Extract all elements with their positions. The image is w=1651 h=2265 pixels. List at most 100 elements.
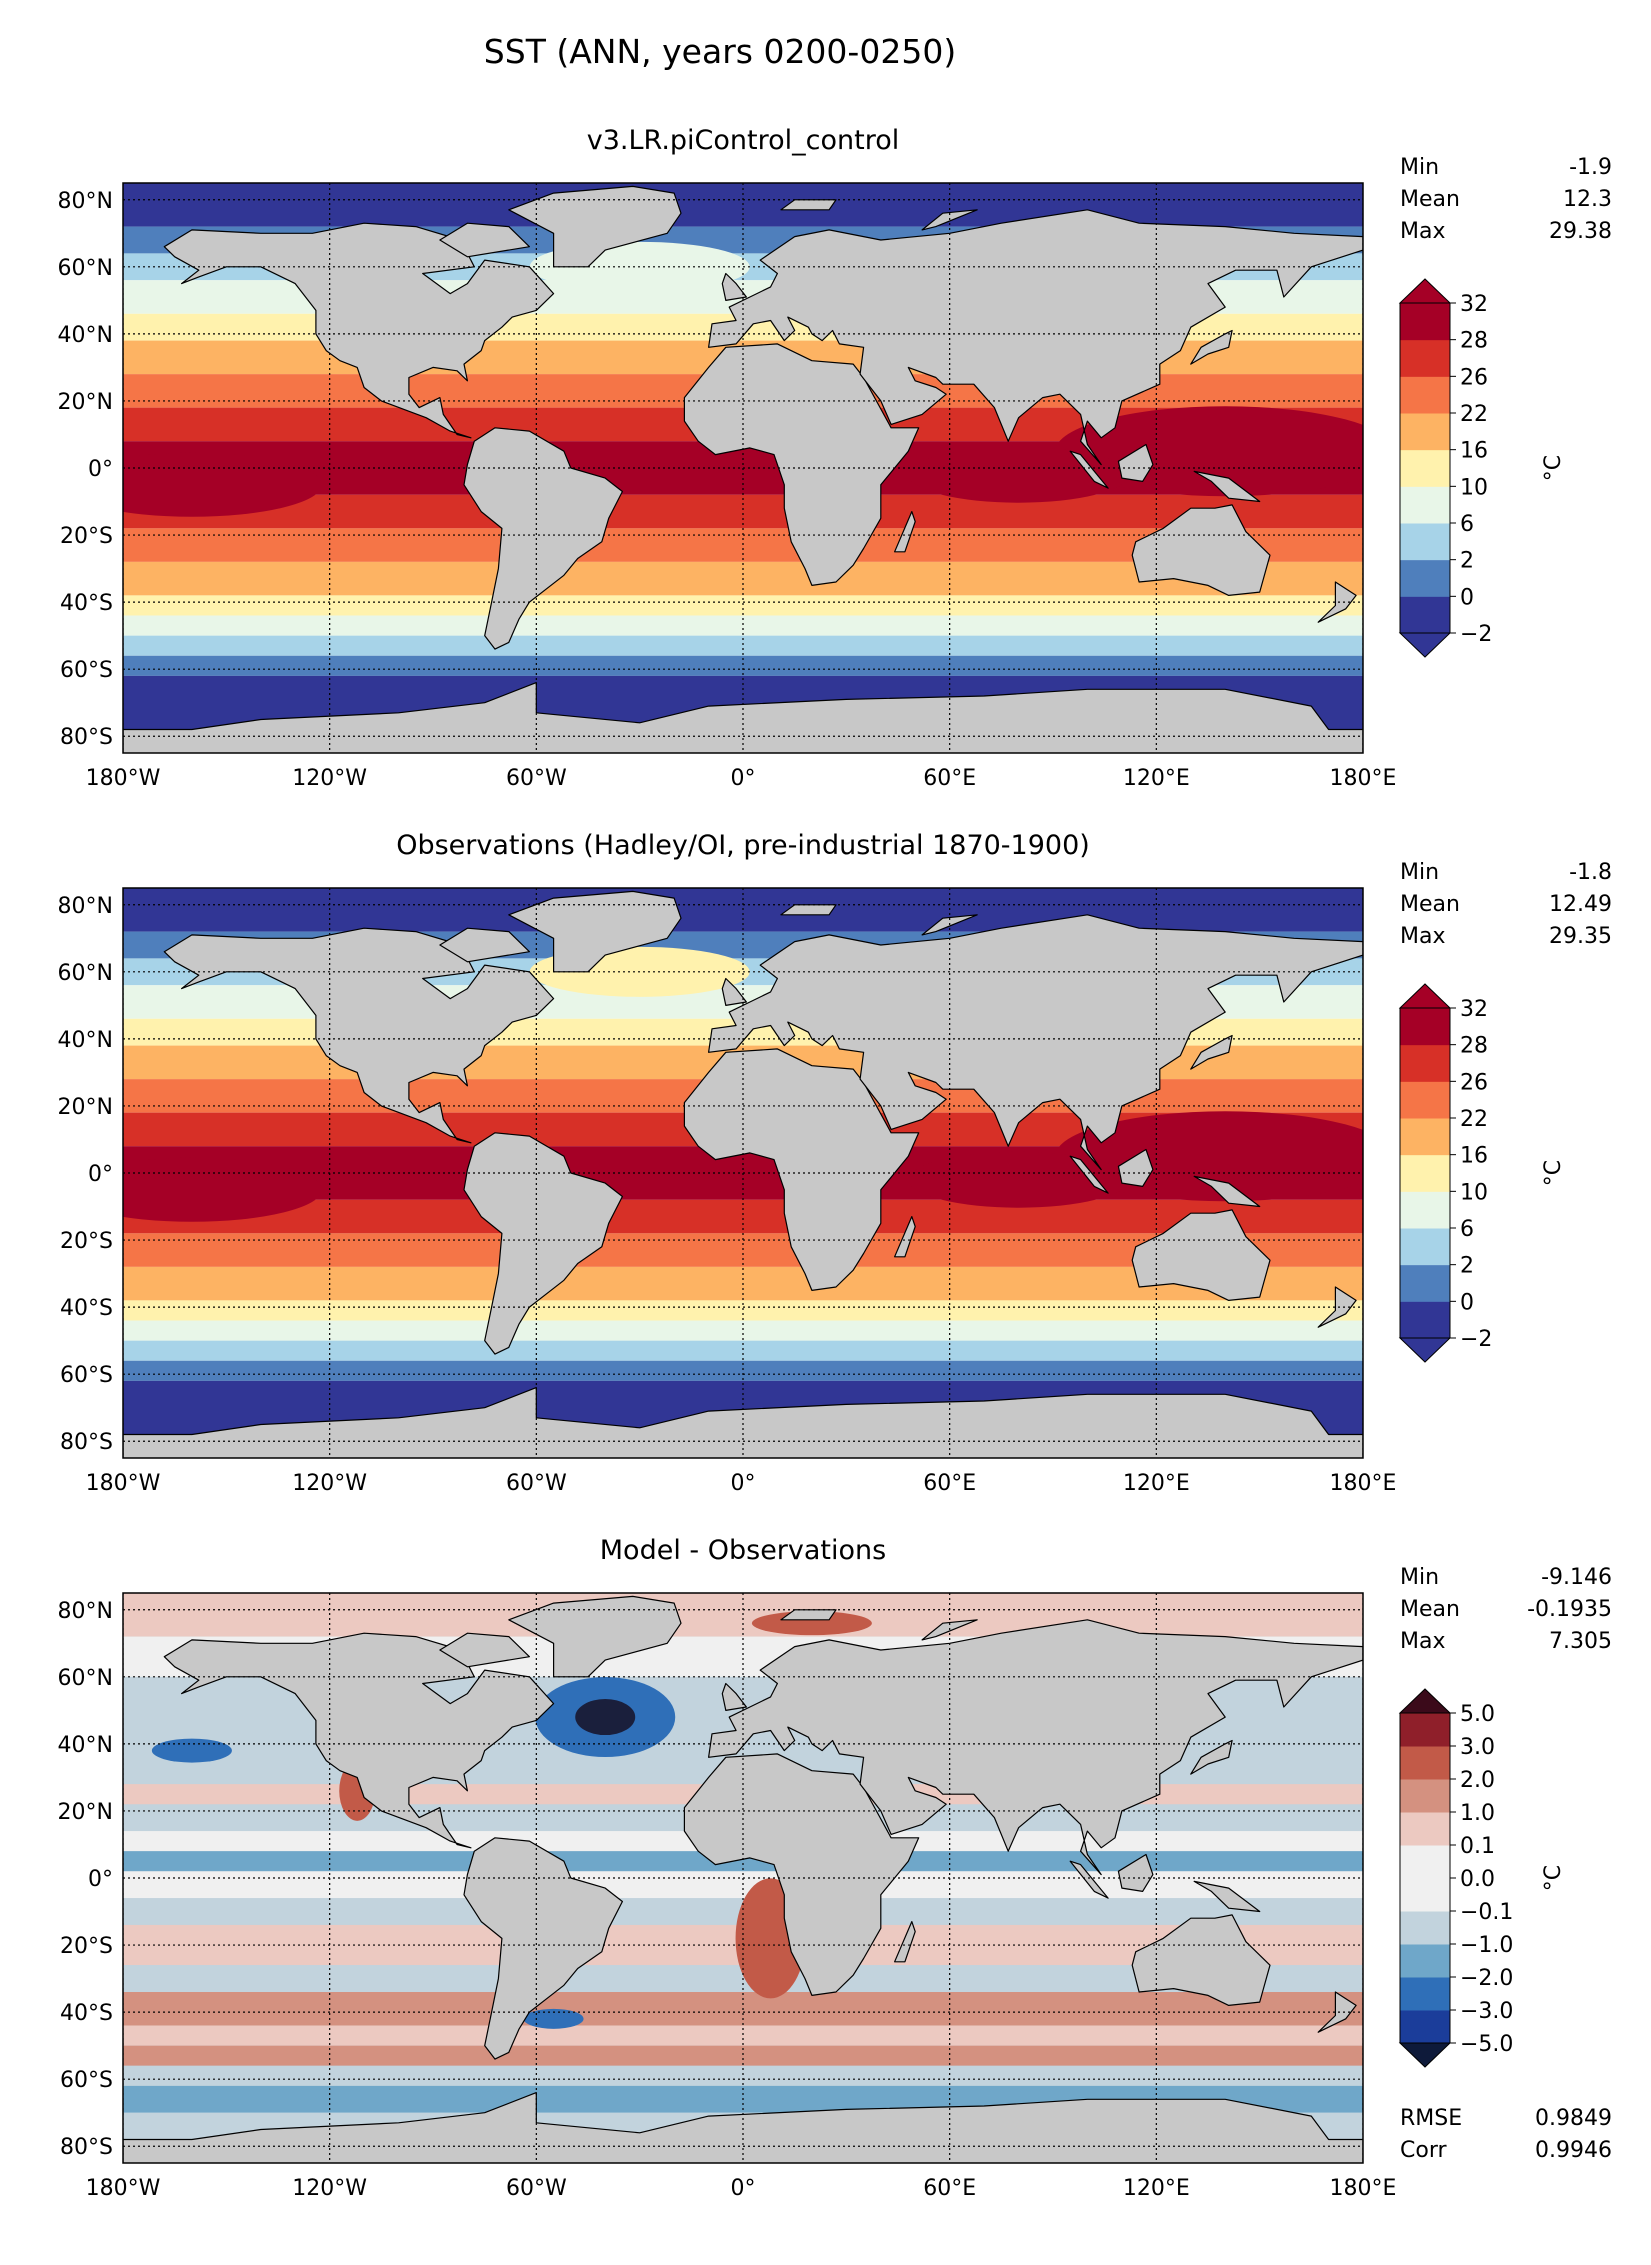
lat-tick-label: 20°S	[60, 1229, 113, 1254]
lon-tick-label: 60°E	[923, 766, 976, 791]
land-svalbard	[780, 904, 837, 916]
malvinas-cold-bias	[523, 2008, 584, 2029]
colorbar-tick-label: 10	[1460, 475, 1488, 500]
land-svalbard	[780, 199, 837, 211]
stats-box-difference: Min -9.146 Mean -0.1935 Max 7.305	[1400, 1562, 1612, 1658]
lat-tick-label: 60°S	[60, 2068, 113, 2093]
colorbar-tick-label: 26	[1460, 365, 1488, 390]
land-australia	[1131, 1914, 1271, 2007]
lat-tick-label: 0°	[88, 1162, 113, 1187]
pacific-warm-pool	[123, 1157, 322, 1222]
stat-min: Min -1.8	[1400, 860, 1612, 885]
stats-box-model: Min -1.9 Mean 12.3 Max 29.38	[1400, 152, 1612, 248]
stat-mean: Mean 12.49	[1400, 892, 1612, 917]
colorbar-unit-label: °C	[1541, 455, 1566, 481]
land-north-america	[163, 1632, 555, 1849]
stats-box-observations: Min -1.8 Mean 12.49 Max 29.35	[1400, 857, 1612, 953]
lon-tick-label: 180°W	[86, 1471, 161, 1496]
colorbar-tick-label: 26	[1460, 1070, 1488, 1095]
land-new-zealand	[1317, 1991, 1357, 2033]
lon-tick-label: 120°E	[1123, 2176, 1190, 2201]
colorbar-tick-label: 2.0	[1460, 1768, 1495, 1793]
lon-tick-label: 180°W	[86, 766, 161, 791]
lat-tick-label: 20°S	[60, 524, 113, 549]
colorbar-tick-label: 0	[1460, 585, 1474, 610]
colorbar-segment	[1400, 1081, 1450, 1119]
land-south-america	[463, 427, 624, 650]
sst-band	[123, 655, 1363, 676]
pacific-warm-pool	[123, 452, 322, 517]
sst-band	[123, 888, 1363, 932]
map-panel-2: 180°W 120°W 60°W 0° 60°E 120°E 180°E 80°N 60°N 40…	[58, 887, 1397, 1496]
sst-band	[123, 183, 1363, 227]
stat-mean: Mean -0.1935	[1400, 1597, 1612, 1622]
lon-tick-label: 120°W	[292, 1471, 367, 1496]
colorbar-segment	[1400, 1812, 1450, 1846]
colorbar-segment	[1400, 1118, 1450, 1156]
colorbar-tick-label: 22	[1460, 1107, 1488, 1132]
land-north-america	[163, 222, 555, 439]
colorbar-tick-label: −0.1	[1460, 1900, 1513, 1925]
land-greenland	[508, 185, 682, 268]
colorbar-upper-extension	[1398, 1688, 1452, 1714]
colorbar-tick-label: 28	[1460, 1034, 1488, 1059]
colorbar-tick-label: 3.0	[1460, 1735, 1495, 1760]
colorbar-upper-extension	[1398, 983, 1452, 1009]
lon-tick-label: 180°E	[1330, 766, 1397, 791]
stat-mean: Mean 12.3	[1400, 187, 1612, 212]
colorbar-tick-label: 6	[1460, 512, 1474, 537]
land-greenland	[508, 890, 682, 973]
colorbar-tick-label: 1.0	[1460, 1801, 1495, 1826]
lon-tick-label: 180°E	[1330, 2176, 1397, 2201]
land-baffin-island	[439, 222, 531, 258]
lat-tick-label: 20°N	[58, 1800, 113, 1825]
map-frame	[122, 887, 1364, 1459]
sst-band	[123, 494, 1363, 529]
land-japan	[1190, 1034, 1233, 1070]
colorbar-tick-label: 6	[1460, 1217, 1474, 1242]
stat-max: Max 29.38	[1400, 219, 1612, 244]
colorbar-segment	[1400, 486, 1450, 524]
stat-corr: Corr 0.9946	[1400, 2138, 1612, 2163]
map-body	[123, 183, 1363, 753]
land-new-guinea	[1193, 1880, 1261, 1913]
lat-tick-label: 40°N	[58, 323, 113, 348]
colorbar-tick-label: 16	[1460, 1144, 1488, 1169]
land-madagascar	[893, 1215, 916, 1258]
land-australia	[1131, 504, 1271, 597]
map-panel-3: 180°W 120°W 60°W 0° 60°E 120°E 180°E 80°N 60°N 40…	[58, 1592, 1397, 2201]
sst-band	[123, 1199, 1363, 1234]
colorbar-tick-label: −3.0	[1460, 1999, 1513, 2024]
lon-tick-label: 180°E	[1330, 1471, 1397, 1496]
colorbar-segment	[1400, 1977, 1450, 2011]
colorbar-segment	[1400, 596, 1450, 634]
colorbar-segment	[1400, 339, 1450, 377]
land-sumatra	[1069, 1860, 1109, 1899]
land-sumatra	[1069, 1155, 1109, 1194]
colorbar-tick-label: −5.0	[1460, 2032, 1513, 2057]
diff-band	[123, 2025, 1363, 2046]
colorbar-segment	[1400, 2010, 1450, 2044]
lon-tick-label: 180°W	[86, 2176, 161, 2201]
land-borneo	[1117, 443, 1154, 482]
map-panel-1: 180°W 120°W 60°W 0° 60°E 120°E 180°E 80°N 60°N 40…	[58, 182, 1397, 791]
lat-tick-label: 80°S	[60, 725, 113, 750]
land-eurasia	[707, 914, 1363, 1171]
colorbar-upper-extension	[1398, 278, 1452, 304]
colorbar-segment	[1400, 413, 1450, 451]
lat-tick-label: 20°N	[58, 390, 113, 415]
lat-tick-label: 60°N	[58, 961, 113, 986]
colorbar-segment	[1400, 1944, 1450, 1978]
panel-title-difference: Model - Observations	[599, 1535, 887, 1566]
colorbar-segment	[1400, 376, 1450, 414]
colorbar-segment	[1400, 449, 1450, 487]
colorbar-lower-extension	[1398, 1337, 1452, 1363]
colorbar-tick-label: 5.0	[1460, 1702, 1495, 1727]
colorbar-segment	[1400, 1713, 1450, 1747]
lon-tick-label: 60°W	[506, 2176, 567, 2201]
sst-band	[123, 1340, 1363, 1361]
colorbar-segment	[1400, 1154, 1450, 1192]
lat-tick-label: 0°	[88, 1867, 113, 1892]
